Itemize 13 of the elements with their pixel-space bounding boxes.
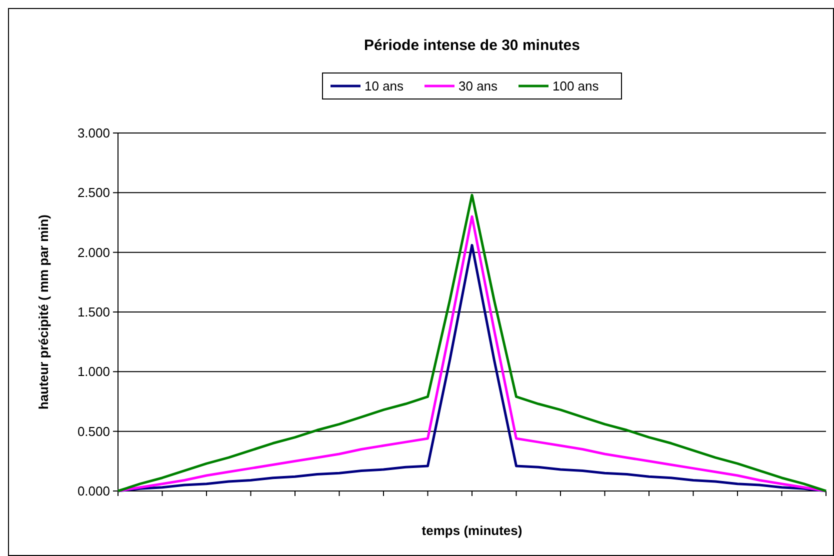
chart-title: Période intense de 30 minutes — [364, 37, 580, 54]
y-tick-label: 2.000 — [77, 244, 110, 260]
y-axis-title: hauteur précipité ( mm par min) — [36, 214, 51, 410]
x-axis-title: temps (minutes) — [422, 523, 522, 538]
y-tick-label: 0.500 — [77, 424, 110, 439]
y-tick-label: 1.500 — [77, 304, 110, 320]
y-tick-label: 2.500 — [77, 185, 110, 200]
y-tick-label: 0.000 — [77, 484, 110, 499]
legend-label: 100 ans — [552, 78, 600, 94]
y-tick-label: 3.000 — [77, 126, 110, 141]
y-tick-label: 1.000 — [77, 364, 110, 380]
legend-label: 10 ans — [364, 78, 404, 94]
legend-label: 30 ans — [458, 78, 498, 94]
